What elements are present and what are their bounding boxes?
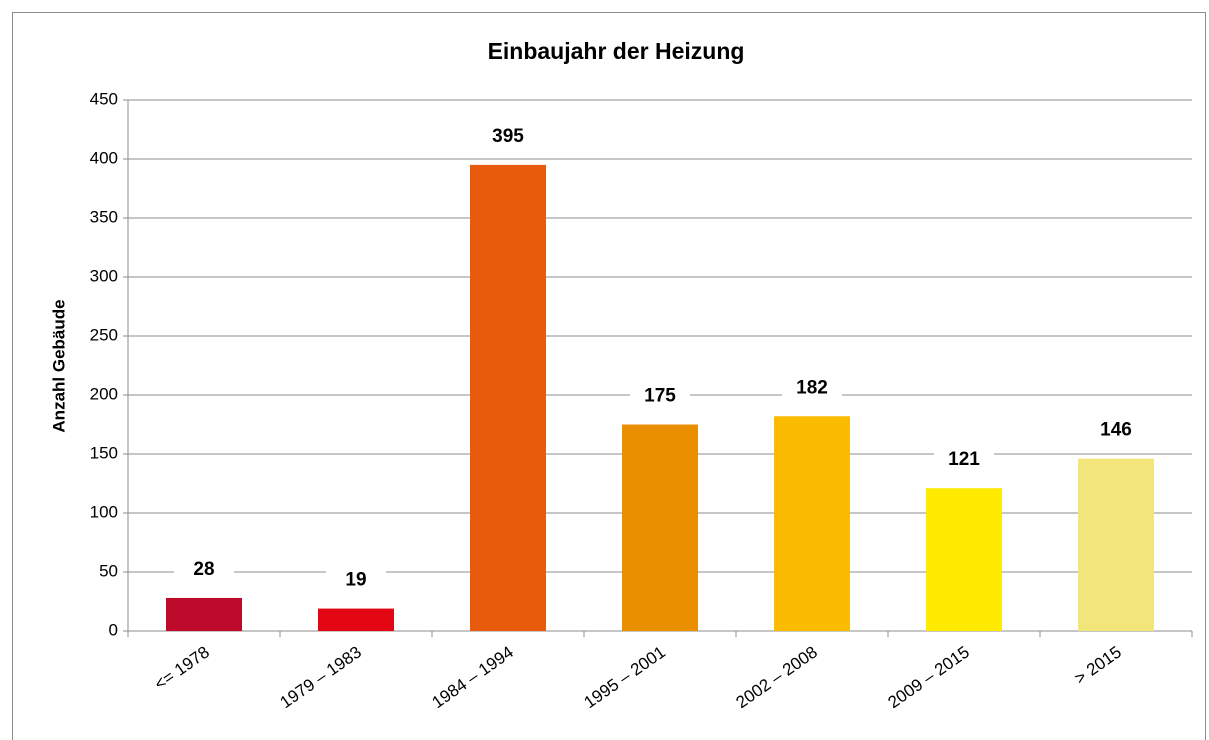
y-tick-label: 200	[90, 384, 118, 403]
data-label-bg	[1086, 416, 1146, 445]
data-label: 182	[796, 377, 828, 398]
bar	[926, 488, 1002, 631]
data-label: 19	[345, 570, 366, 591]
bar	[622, 424, 698, 631]
y-tick-label: 0	[109, 620, 118, 639]
data-label-bg	[934, 446, 994, 475]
chart-title: Einbaujahr der Heizung	[488, 38, 745, 64]
y-tick-label: 300	[90, 266, 118, 285]
y-tick-label: 150	[90, 443, 118, 462]
data-label-bg	[326, 566, 386, 595]
y-tick-label: 100	[90, 502, 118, 521]
data-label-bg	[478, 122, 538, 151]
bar	[774, 416, 850, 631]
y-tick-label: 50	[99, 561, 118, 580]
y-tick-label: 400	[90, 148, 118, 167]
y-axis-title: Anzahl Gebäude	[49, 299, 68, 432]
bar	[166, 597, 242, 631]
y-tick-label: 450	[90, 89, 118, 108]
data-label-bg	[782, 374, 842, 403]
data-label-bg	[174, 555, 234, 584]
data-label: 121	[948, 449, 980, 470]
bar	[470, 164, 546, 631]
y-tick-label: 350	[90, 207, 118, 226]
bar	[1078, 458, 1154, 631]
data-label-bg	[630, 382, 690, 411]
data-label: 146	[1100, 420, 1132, 441]
data-label: 175	[644, 386, 676, 407]
data-label: 28	[193, 559, 214, 580]
data-label: 395	[492, 126, 524, 147]
y-tick-label: 250	[90, 325, 118, 344]
bar	[318, 608, 394, 631]
